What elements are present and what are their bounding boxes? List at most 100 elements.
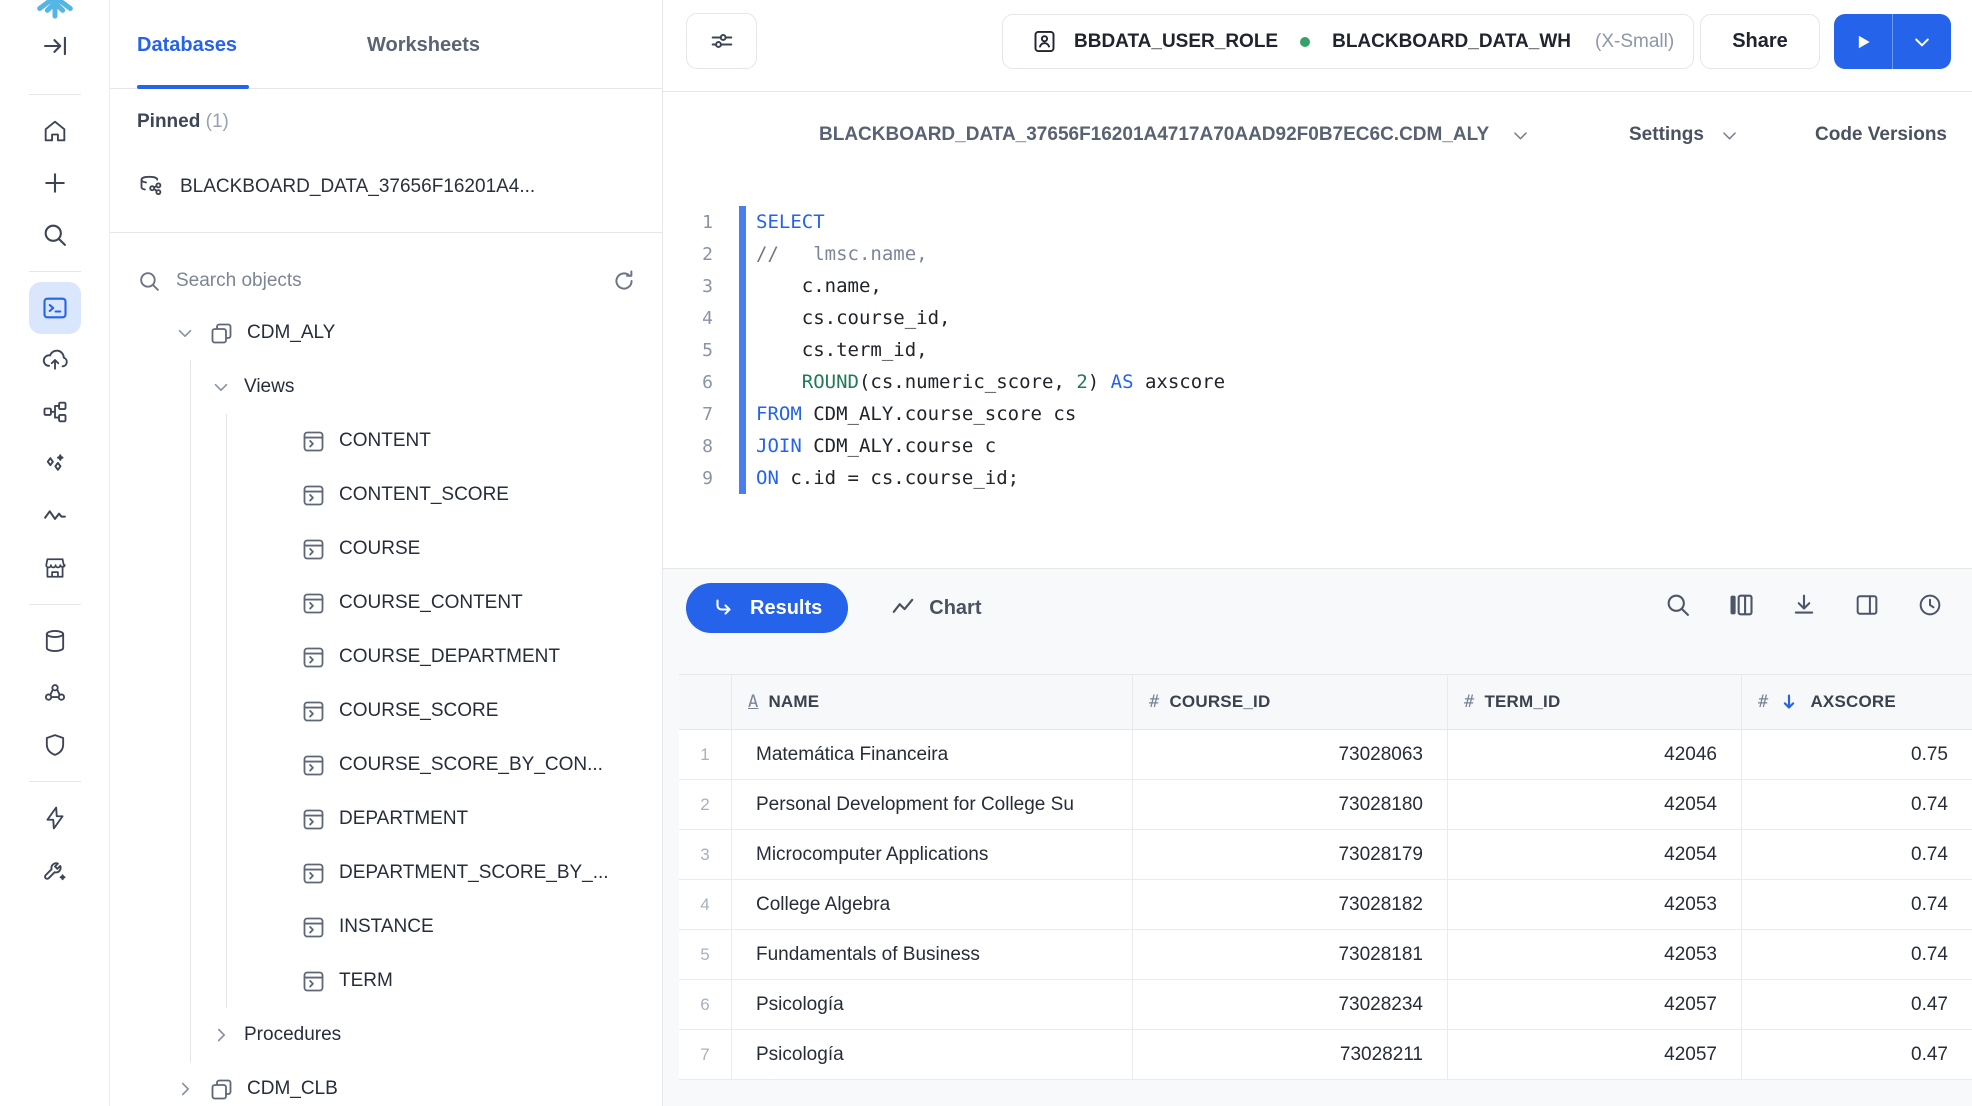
tree-item-course[interactable]: COURSE — [110, 522, 662, 576]
column-header-course_id[interactable]: # COURSE_ID — [1133, 675, 1448, 729]
chevron-right-icon[interactable] — [210, 1024, 232, 1046]
sliders-icon — [708, 27, 736, 55]
table-row[interactable]: 6 Psicología 73028234 42057 0.47 — [679, 980, 1972, 1030]
run-options-button[interactable] — [1892, 14, 1951, 69]
worksheet-config-button[interactable] — [686, 13, 757, 69]
rail-item-home[interactable] — [29, 105, 81, 157]
table-row[interactable]: 1 Matemática Financeira 73028063 42046 0.75 — [679, 730, 1972, 780]
cell-name: College Algebra — [732, 880, 1133, 929]
rail-item-activity[interactable] — [29, 490, 81, 542]
tree-item-course-department[interactable]: COURSE_DEPARTMENT — [110, 630, 662, 684]
tree-item-content-score[interactable]: CONTENT_SCORE — [110, 468, 662, 522]
tree-item-procedures[interactable]: Procedures — [110, 1008, 662, 1062]
cell-term_id: 42046 — [1448, 730, 1742, 779]
tree-item-label: TERM — [339, 970, 393, 991]
tree-item-course-content[interactable]: COURSE_CONTENT — [110, 576, 662, 630]
table-row[interactable]: 2 Personal Development for College Su 7302… — [679, 780, 1972, 830]
tab-chart[interactable]: Chart — [890, 595, 981, 621]
column-header-name[interactable]: A NAME — [732, 675, 1133, 729]
split-view-button[interactable] — [1853, 591, 1881, 619]
snowflake-logo-icon[interactable] — [0, 0, 109, 20]
tree-item-instance[interactable]: INSTANCE — [110, 900, 662, 954]
cell-name: Matemática Financeira — [732, 730, 1133, 779]
chevron-right-icon[interactable] — [174, 1078, 196, 1100]
rail-item-collaboration[interactable] — [29, 667, 81, 719]
settings-menu[interactable]: Settings — [1629, 124, 1739, 146]
editor-line-6[interactable]: 6 ROUND(cs.numeric_score, 2) AS axscore — [663, 366, 1972, 398]
chevron-down-icon[interactable] — [174, 322, 196, 344]
rail-item-lineage[interactable] — [29, 386, 81, 438]
chevron-down-icon[interactable] — [210, 376, 232, 398]
rail-item-worksheets[interactable] — [28, 282, 81, 334]
editor-line-4[interactable]: 4 cs.course_id, — [663, 302, 1972, 334]
query-history-button[interactable] — [1916, 591, 1944, 619]
view-icon — [300, 914, 327, 941]
refresh-icon[interactable] — [611, 268, 637, 294]
editor-line-3[interactable]: 3 c.name, — [663, 270, 1972, 302]
rail-item-admin[interactable] — [29, 792, 81, 844]
role-selector[interactable]: BBDATA_USER_ROLE — [1031, 28, 1278, 55]
sql-editor[interactable]: 1 SELECT 2// lmsc.name, 3 c.name, 4 cs.cours… — [663, 188, 1972, 568]
tree-item-content[interactable]: CONTENT — [110, 414, 662, 468]
tree-item-course-score[interactable]: COURSE_SCORE — [110, 684, 662, 738]
editor-line-1[interactable]: 1 SELECT — [663, 206, 1972, 238]
table-row[interactable]: 7 Psicología 73028211 42057 0.47 — [679, 1030, 1972, 1080]
tree-item-label: DEPARTMENT — [339, 808, 469, 829]
tree-item-department[interactable]: DEPARTMENT — [110, 792, 662, 846]
pinned-database-item[interactable]: BLACKBOARD_DATA_37656F16201A4... — [137, 173, 535, 200]
rail-item-tools[interactable] — [29, 844, 81, 896]
tree-item-cdm-clb[interactable]: CDM_CLB — [110, 1062, 662, 1106]
context-selector[interactable]: BBDATA_USER_ROLE BLACKBOARD_DATA_WH (X-Sm… — [1002, 14, 1694, 69]
row-number-header — [679, 675, 732, 729]
rail-item-ai-ml[interactable] — [29, 438, 81, 490]
editor-line-7[interactable]: 7 FROM CDM_ALY.course_score cs — [663, 398, 1972, 430]
editor-line-5[interactable]: 5 cs.term_id, — [663, 334, 1972, 366]
lineage-icon — [41, 398, 69, 426]
worksheet-context-breadcrumb[interactable]: BLACKBOARD_DATA_37656F16201A4717A70AAD92… — [819, 124, 1530, 146]
tree-item-label: Views — [244, 376, 295, 397]
line-number: 3 — [702, 275, 713, 297]
rail-item-ingestion[interactable] — [29, 334, 81, 386]
view-icon — [300, 482, 327, 509]
column-header-term_id[interactable]: # TERM_ID — [1448, 675, 1742, 729]
table-row[interactable]: 3 Microcomputer Applications 73028179 42054… — [679, 830, 1972, 880]
column-settings-button[interactable] — [1727, 591, 1755, 619]
run-button[interactable] — [1834, 14, 1892, 69]
rail-item-collapse-sidebar[interactable] — [29, 20, 81, 72]
table-row[interactable]: 5 Fundamentals of Business 73028181 42053 0.… — [679, 930, 1972, 980]
column-header-axscore[interactable]: # AXSCORE — [1742, 675, 1972, 729]
tree-item-label: INSTANCE — [339, 916, 434, 937]
line-number: 5 — [702, 339, 713, 361]
tree-item-cdm-aly[interactable]: CDM_ALY — [110, 310, 662, 360]
editor-line-2[interactable]: 2 // lmsc.name, — [663, 238, 1972, 270]
collapse-sidebar-icon — [41, 32, 69, 60]
warehouse-selector[interactable]: BLACKBOARD_DATA_WH (X-Small) — [1332, 31, 1674, 53]
rail-item-search[interactable] — [29, 209, 81, 261]
tab-results[interactable]: Results — [686, 583, 849, 633]
rail-item-new[interactable] — [29, 157, 81, 209]
rail-item-data[interactable] — [29, 615, 81, 667]
editor-line-9[interactable]: 9 ON c.id = cs.course_id; — [663, 462, 1972, 494]
line-number: 1 — [702, 211, 713, 233]
tree-item-department-score-by[interactable]: DEPARTMENT_SCORE_BY_... — [110, 846, 662, 900]
code-versions-link[interactable]: Code Versions — [1815, 124, 1947, 145]
cell-course_id: 73028234 — [1133, 980, 1448, 1029]
editor-line-8[interactable]: 8 JOIN CDM_ALY.course c — [663, 430, 1972, 462]
download-results-button[interactable] — [1790, 591, 1818, 619]
cell-course_id: 73028211 — [1133, 1030, 1448, 1079]
tree-item-term[interactable]: TERM — [110, 954, 662, 1008]
table-row[interactable]: 4 College Algebra 73028182 42053 0.74 — [679, 880, 1972, 930]
tree-item-views[interactable]: Views — [110, 360, 662, 414]
tab-worksheets[interactable]: Worksheets — [367, 34, 481, 56]
search-objects-input[interactable] — [176, 270, 597, 292]
results-search-button[interactable] — [1664, 591, 1692, 619]
share-button[interactable]: Share — [1700, 14, 1820, 69]
tab-databases[interactable]: Databases — [137, 34, 238, 56]
schema-icon — [208, 1076, 235, 1103]
rail-item-marketplace[interactable] — [29, 542, 81, 594]
line-number: 2 — [702, 243, 713, 265]
rail-item-governance[interactable] — [29, 719, 81, 771]
admin-icon — [41, 804, 69, 832]
tree-item-course-score-by-con[interactable]: COURSE_SCORE_BY_CON... — [110, 738, 662, 792]
